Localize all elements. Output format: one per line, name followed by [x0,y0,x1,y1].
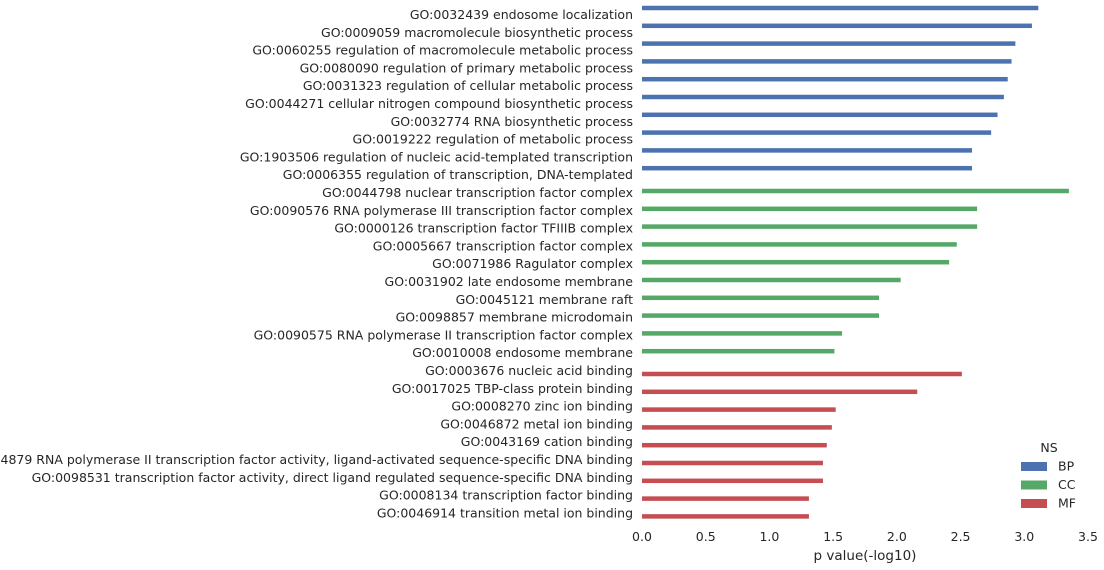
category-label: GO:0090575 RNA polymerase II transcripti… [254,327,633,342]
category-label: GO:0046914 transition metal ion binding [377,505,633,520]
bar-mf [642,389,918,395]
x-tick-label: 1.5 [823,529,843,544]
bar-cc [642,331,843,336]
bar-bp [642,5,1039,11]
category-label: GO:0032774 RNA biosynthetic process [391,114,633,129]
category-label: GO:0017025 TBP-class protein binding [392,381,633,396]
legend-label-bp: BP [1058,459,1075,474]
x-tick-label: 1.0 [759,529,779,544]
legend-label-mf: MF [1058,496,1076,511]
category-label: GO:1903506 regulation of nucleic acid-te… [240,149,633,164]
bar-mf [642,460,823,466]
bar-cc [642,348,835,354]
bar-mf [642,442,827,448]
category-label: GO:0008134 transcription factor binding [379,488,633,503]
bar-mf [642,425,832,430]
category-label: GO:0010008 endosome membrane [412,345,633,360]
bar-cc [642,295,880,301]
bar-bp [642,165,973,171]
category-label: GO:0005667 transcription factor complex [373,238,633,253]
category-label: GO:0000126 transcription factor TFIIIB c… [334,221,633,236]
x-axis-title: p value(-log10) [814,548,917,564]
category-label: GO:0043169 cation binding [461,434,633,449]
bar-cc [642,224,978,229]
legend-swatch-mf [1021,499,1047,508]
category-label: GO:0098857 membrane microdomain [396,310,633,325]
bar-bp [642,130,992,135]
bars-group [642,5,1069,519]
category-label: GO:0019222 regulation of metabolic proce… [353,132,633,147]
category-label: GO:0045121 membrane raft [456,292,634,307]
legend-swatch-bp [1021,462,1047,471]
legend: NS BP CC MF [1021,440,1076,511]
category-label: GO:0031902 late endosome membrane [385,274,634,289]
x-tick-label: 3.5 [1078,529,1098,544]
bar-bp [642,41,1016,46]
legend-title: NS [1040,440,1057,455]
legend-swatch-cc [1021,480,1047,490]
legend-label-cc: CC [1058,477,1076,492]
bar-mf [642,371,962,377]
bar-cc [642,313,880,318]
bar-bp [642,23,1032,29]
category-label: GO:0009059 macromolecule biosynthetic pr… [321,25,633,40]
bar-cc [642,242,957,247]
category-label: GO:0008270 zinc ion binding [451,399,633,414]
x-tick-label: 2.5 [951,529,971,544]
legend-items: BP CC MF [1021,459,1076,511]
bar-mf [642,407,836,412]
category-label: GO:0098531 transcription factor activity… [32,470,633,485]
bar-cc [642,188,1069,194]
bar-cc [642,206,978,212]
x-tick-label: 0.0 [632,529,652,544]
category-label: GO:0003676 nucleic acid binding [425,363,633,378]
x-tick-label: 3.0 [1014,529,1034,544]
bar-bp [642,148,973,153]
bar-mf [642,514,809,519]
bar-bp [642,94,1004,100]
bar-mf [642,496,809,501]
category-label: GO:0031323 regulation of cellular metabo… [303,78,633,93]
bar-bp [642,59,1012,64]
category-label: GO:0004879 RNA polymerase II transcripti… [0,452,633,467]
category-label: GO:0080090 regulation of primary metabol… [300,60,633,75]
x-tick-label: 0.5 [696,529,716,544]
category-label: GO:0071986 Ragulator complex [432,256,633,271]
bar-mf [642,478,823,484]
category-label: GO:0006355 regulation of transcription, … [283,167,633,182]
x-tick-label: 2.0 [887,529,907,544]
x-axis-ticks: 0.0 0.5 1.0 1.5 2.0 2.5 3.0 3.5 [632,529,1098,544]
bar-cc [642,277,901,283]
category-label: GO:0060255 regulation of macromolecule m… [252,43,633,58]
bar-bp [642,112,998,118]
category-labels: GO:0032439 endosome localization GO:00090… [0,7,633,520]
category-label: GO:0090576 RNA polymerase III transcript… [250,203,633,218]
bar-bp [642,76,1008,82]
bar-cc [642,259,950,265]
category-label: GO:0032439 endosome localization [410,7,633,22]
category-label: GO:0046872 metal ion binding [440,416,633,431]
category-label: GO:0044798 nuclear transcription factor … [322,185,633,200]
category-label: GO:0044271 cellular nitrogen compound bi… [245,96,633,111]
